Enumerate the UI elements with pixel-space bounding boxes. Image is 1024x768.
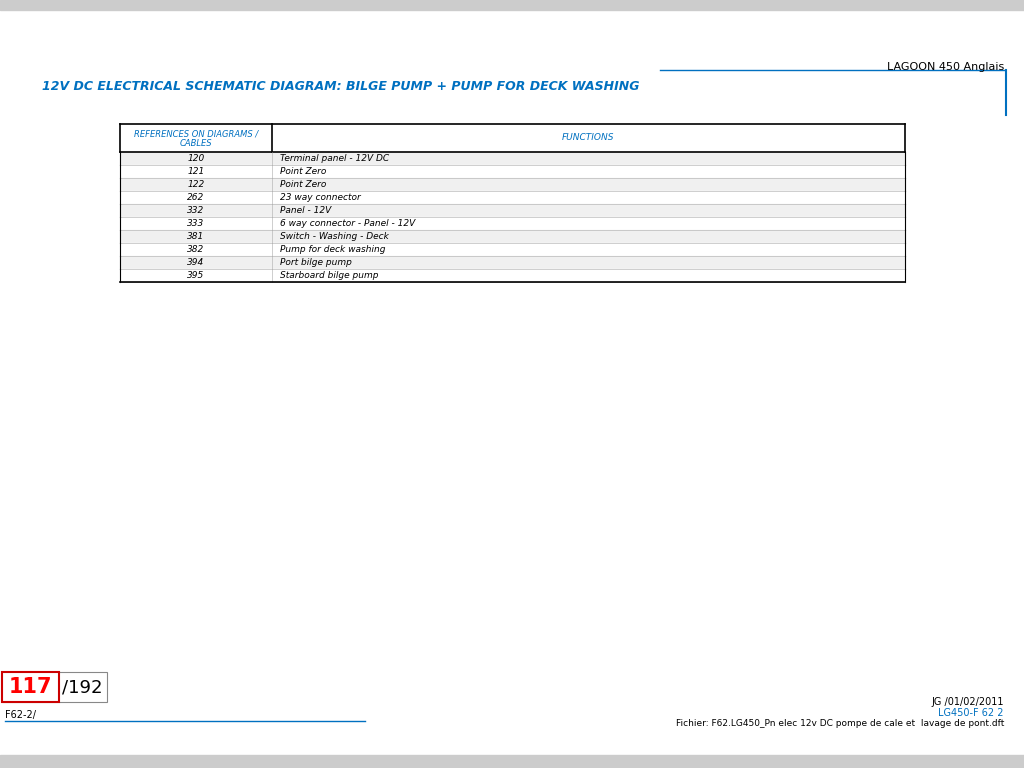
Text: F62-2/: F62-2/ <box>5 710 36 720</box>
Bar <box>120 243 905 256</box>
Text: /192: /192 <box>62 678 102 696</box>
Text: 382: 382 <box>187 245 205 254</box>
Text: 122: 122 <box>187 180 205 189</box>
Text: Point Zero: Point Zero <box>280 167 327 176</box>
Text: 121: 121 <box>187 167 205 176</box>
Text: Terminal panel - 12V DC: Terminal panel - 12V DC <box>280 154 389 163</box>
Text: Switch - Washing - Deck: Switch - Washing - Deck <box>280 232 389 241</box>
Text: 381: 381 <box>187 232 205 241</box>
Text: 394: 394 <box>187 258 205 267</box>
Bar <box>120 191 905 204</box>
Bar <box>120 124 905 152</box>
Text: 332: 332 <box>187 206 205 215</box>
Text: 262: 262 <box>187 193 205 202</box>
Text: LAGOON 450 Anglais: LAGOON 450 Anglais <box>887 62 1004 72</box>
Text: Point Zero: Point Zero <box>280 180 327 189</box>
Bar <box>120 178 905 191</box>
Bar <box>120 217 905 230</box>
Text: 23 way connector: 23 way connector <box>280 193 360 202</box>
Text: Panel - 12V: Panel - 12V <box>280 206 331 215</box>
Bar <box>120 269 905 282</box>
Text: FUNCTIONS: FUNCTIONS <box>562 134 614 143</box>
Bar <box>120 152 905 165</box>
Text: 120: 120 <box>187 154 205 163</box>
Bar <box>2 672 59 702</box>
Text: Starboard bilge pump: Starboard bilge pump <box>280 271 379 280</box>
Bar <box>2 672 106 702</box>
Text: REFERENCES ON DIAGRAMS /: REFERENCES ON DIAGRAMS / <box>134 130 258 138</box>
Text: Port bilge pump: Port bilge pump <box>280 258 352 267</box>
Text: 6 way connector - Panel - 12V: 6 way connector - Panel - 12V <box>280 219 416 228</box>
Text: LG450-F 62 2: LG450-F 62 2 <box>939 708 1004 718</box>
Bar <box>0 0 1024 10</box>
Text: 117: 117 <box>9 677 52 697</box>
Text: 395: 395 <box>187 271 205 280</box>
Bar <box>0 755 1024 768</box>
Text: Pump for deck washing: Pump for deck washing <box>280 245 385 254</box>
Text: JG /01/02/2011: JG /01/02/2011 <box>932 697 1004 707</box>
Bar <box>120 165 905 178</box>
Text: 333: 333 <box>187 219 205 228</box>
Text: Fichier: F62.LG450_Pn elec 12v DC pompe de cale et  lavage de pont.dft: Fichier: F62.LG450_Pn elec 12v DC pompe … <box>676 719 1004 728</box>
Text: CABLES: CABLES <box>179 138 212 147</box>
Bar <box>120 230 905 243</box>
Bar <box>120 204 905 217</box>
Bar <box>120 256 905 269</box>
Text: 12V DC ELECTRICAL SCHEMATIC DIAGRAM: BILGE PUMP + PUMP FOR DECK WASHING: 12V DC ELECTRICAL SCHEMATIC DIAGRAM: BIL… <box>42 80 640 93</box>
